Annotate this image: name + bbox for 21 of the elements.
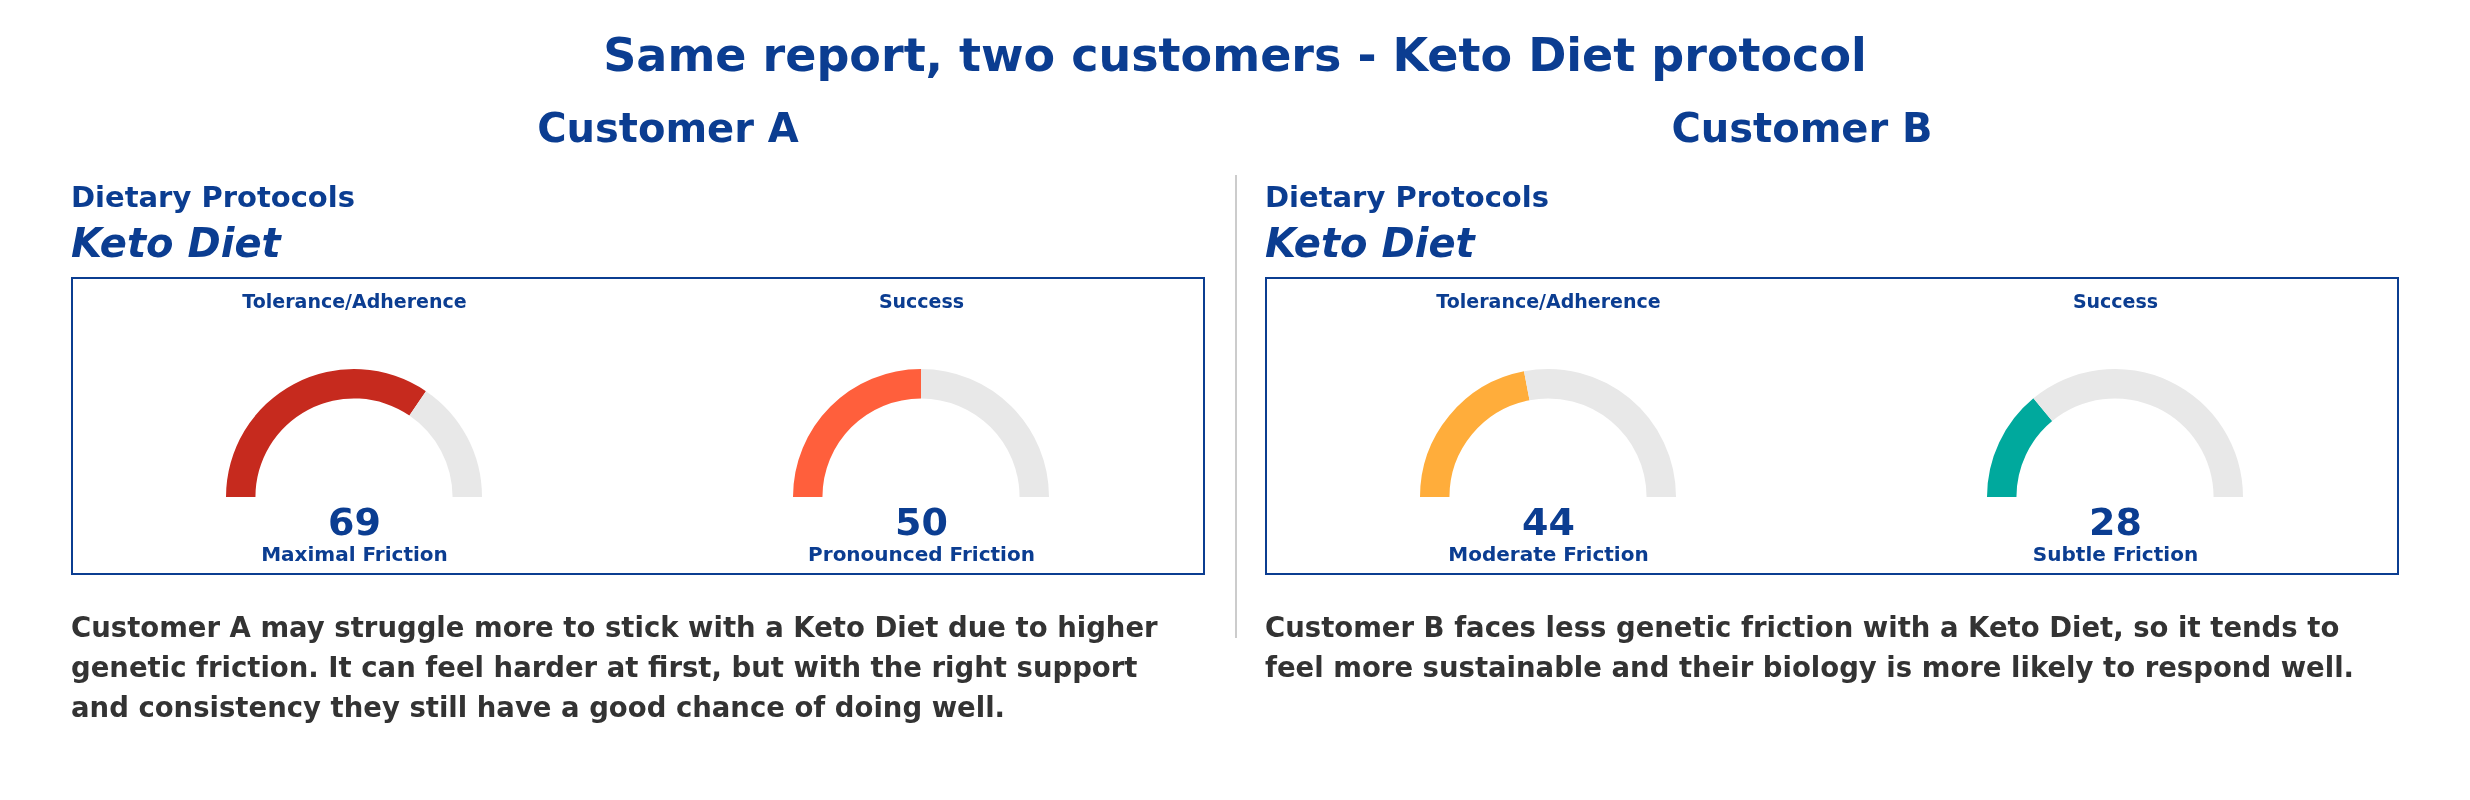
text: Keto Diet <box>1265 220 1475 266</box>
text: Pronounced Friction <box>807 542 1036 566</box>
text: 50 <box>894 500 949 544</box>
text: Dietary Protocols <box>71 180 355 214</box>
text: Moderate Friction <box>1447 542 1650 566</box>
chart-title: Success <box>877 290 966 312</box>
chart-title: Tolerance/Adherence <box>1435 290 1662 312</box>
text: Keto Diet <box>71 220 281 266</box>
text: Customer B faces less genetic friction with a Keto Diet, so it tends to feel more sustainable and their biology is more likely to respond well. <box>1265 610 2355 685</box>
text: 28 <box>2088 500 2143 544</box>
text: Subtle Friction <box>2031 542 2200 566</box>
text: Customer B <box>1670 105 1934 151</box>
text: Maximal Friction <box>260 542 449 566</box>
text: Dietary Protocols <box>1265 180 1549 214</box>
chart-title: Success <box>2071 290 2160 312</box>
text: Same report, two customers - Keto Diet protocol <box>602 28 1868 82</box>
text: 44 <box>1521 500 1576 544</box>
text: 69 <box>327 500 382 544</box>
text: Customer A may struggle more to stick with a Keto Diet due to higher genetic friction. It can feel harder at first, but with the right support and consistency they still have a good chance of doing well. <box>71 610 1159 725</box>
chart-title: Tolerance/Adherence <box>241 290 468 312</box>
text: Customer A <box>536 105 800 151</box>
